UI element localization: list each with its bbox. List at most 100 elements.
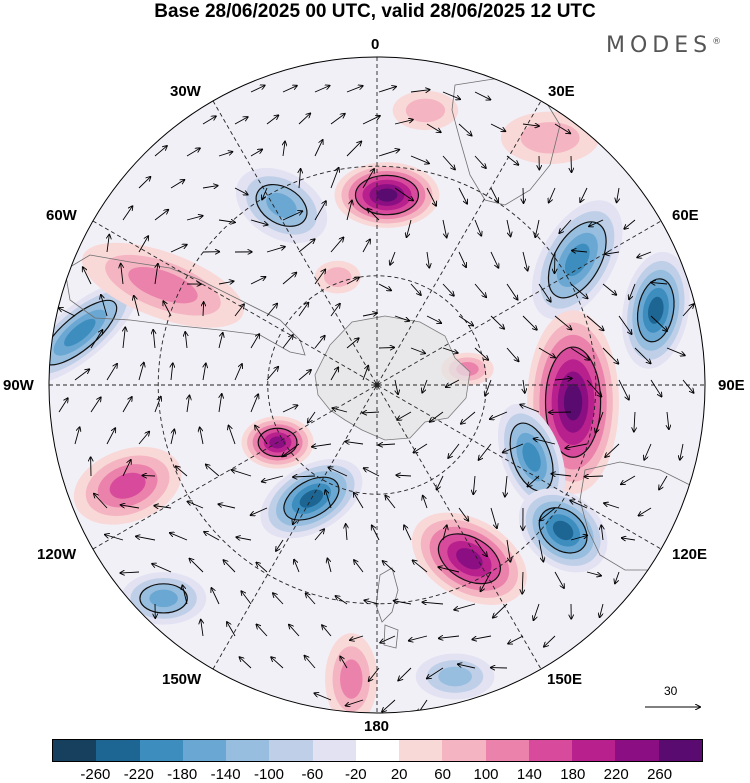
wind-vector [187, 395, 189, 413]
wind-vector [551, 474, 572, 476]
colorbar [52, 739, 703, 762]
anomaly-contour [438, 666, 472, 687]
pole-marker [374, 382, 380, 388]
wind-vector [586, 315, 604, 330]
wind-vector [458, 123, 472, 136]
colorbar-segment [658, 740, 702, 761]
wind-vector [604, 503, 620, 509]
wind-vector [314, 86, 330, 93]
wind-vector [187, 501, 204, 509]
wind-vector [136, 536, 156, 541]
colorbar-segment [53, 740, 97, 761]
anomaly-contour [323, 267, 352, 287]
wind-vector [385, 496, 396, 509]
wind-vector [490, 315, 504, 329]
lon-label-30w: 30W [170, 83, 201, 100]
wind-vector [142, 475, 156, 476]
wind-vector [523, 187, 524, 203]
wind-vector [533, 603, 540, 620]
wind-vector [314, 140, 323, 157]
wind-vector [383, 561, 396, 573]
wind-vector [234, 364, 242, 381]
wind-vector [240, 657, 252, 669]
wind-vector [538, 283, 551, 302]
wind-vector [294, 560, 300, 573]
wind-vector [138, 432, 149, 445]
wind-vector [346, 338, 359, 349]
wind-vector [554, 378, 572, 380]
wind-vector [506, 347, 519, 361]
wind-vector [362, 366, 368, 381]
wind-vector [335, 596, 348, 605]
wind-vector [202, 186, 218, 188]
wind-vector [94, 494, 108, 509]
wind-vector [397, 411, 412, 420]
lon-label-120e: 120E [672, 546, 708, 563]
wind-vector [398, 667, 412, 681]
wind-vector [346, 86, 363, 93]
colorbar-tick-label: -60 [301, 766, 324, 783]
wind-vector [121, 264, 123, 285]
wind-vector [442, 91, 460, 99]
colorbar-tick-label: -100 [253, 766, 285, 783]
wind-vector [458, 187, 467, 204]
wind-vector [203, 302, 204, 317]
polar-stereographic-map [48, 56, 706, 714]
wind-vector [527, 475, 540, 487]
colorbar-segment [528, 740, 573, 761]
wind-vector [634, 347, 651, 363]
wind-vector [289, 625, 300, 637]
wind-vector [621, 475, 636, 484]
wind-vector [426, 123, 441, 132]
wind-vector [442, 155, 455, 169]
wind-vector [570, 283, 588, 298]
wind-vector [554, 571, 564, 588]
wind-vector [554, 315, 571, 330]
wind-vector [410, 155, 429, 163]
anomaly-contour [376, 188, 398, 202]
wind-vector [170, 180, 184, 189]
wind-vector [354, 560, 364, 573]
wind-vector [200, 427, 204, 445]
lon-label-180: 180 [364, 718, 390, 735]
colorbar-segment [312, 740, 356, 761]
wind-vector [298, 370, 311, 381]
colorbar-segment [226, 740, 270, 761]
anomaly-contour [563, 383, 583, 421]
wind-vector [395, 379, 398, 394]
wind-vector [170, 429, 174, 445]
wind-vector [523, 379, 525, 393]
wind-vector [605, 443, 620, 457]
wind-vector [346, 524, 347, 541]
wind-vector [549, 187, 556, 203]
wind-vector [340, 657, 348, 669]
wind-vector [554, 123, 570, 133]
wind-vector [227, 622, 236, 637]
wind-vector [506, 219, 511, 236]
colorbar-tick-label: 100 [473, 766, 499, 783]
wind-vector [422, 602, 444, 604]
wind-vector [485, 379, 492, 396]
wind-vector [250, 149, 262, 157]
wind-vector [682, 379, 694, 393]
wind-vector [637, 251, 652, 257]
new-zealand-outline [375, 567, 399, 649]
wind-vector [314, 693, 332, 701]
wind-vector [390, 251, 396, 265]
wind-vector [255, 426, 268, 445]
wind-vector [121, 505, 140, 509]
wind-vector [505, 475, 507, 497]
registered-mark: ® [712, 37, 722, 47]
wind-vector [105, 535, 124, 541]
wind-vector [458, 507, 468, 521]
wind-vector [565, 443, 588, 448]
colorbar-tick-label: 260 [647, 766, 673, 783]
map-title: Base 28/06/2025 00 UTC, valid 28/06/2025… [154, 1, 596, 22]
wind-vector [256, 624, 268, 637]
wind-vector [282, 335, 293, 349]
wind-vector [250, 277, 266, 285]
wind-vector [378, 283, 391, 290]
lon-label-60e: 60E [672, 207, 699, 224]
wind-vector [479, 443, 492, 460]
wind-vector [622, 538, 636, 540]
